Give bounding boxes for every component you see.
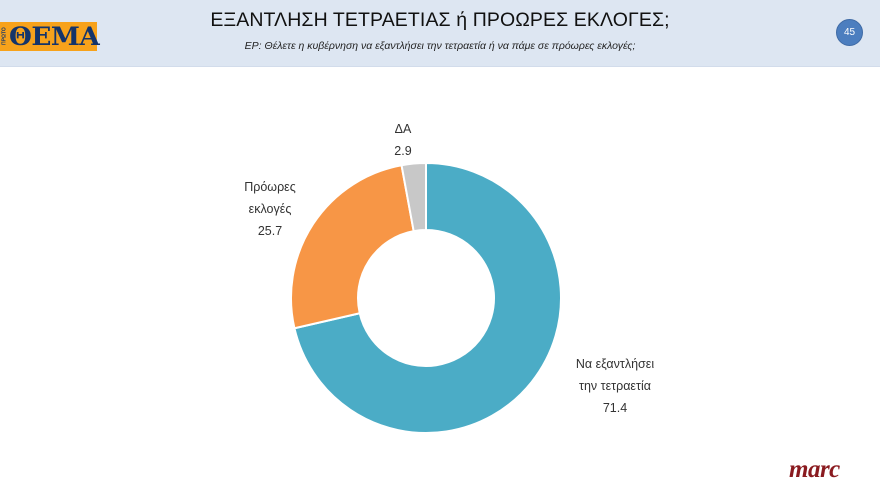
slice-dont-know xyxy=(400,161,427,233)
slide-title: ΕΞΑΝΤΛΗΣΗ ΤΕΤΡΑΕΤΙΑΣ ή ΠΡΟΩΡΕΣ ΕΚΛΟΓΕΣ; xyxy=(210,9,670,31)
page-number-badge: 45 xyxy=(836,19,863,46)
slice-exhaust-term xyxy=(293,161,562,434)
label-exhaust-term: Να εξαντλήσει την τετραετία 71.4 xyxy=(575,357,655,415)
donut-chart: Να εξαντλήσει την τετραετία 71.4 Πρόωρες… xyxy=(0,67,880,495)
slide-header: ΠΡΩΤΟ ΘΕΜΑ ΕΞΑΝΤΛΗΣΗ ΤΕΤΡΑΕΤΙΑΣ ή ΠΡΟΩΡΕ… xyxy=(0,0,880,67)
logo-text: ΘΕΜΑ xyxy=(9,22,100,51)
slice-early-elections xyxy=(290,164,415,330)
label-early-elections: Πρόωρες εκλογές 25.7 xyxy=(244,180,296,238)
slide-subtitle: ΕΡ: Θέλετε η κυβέρνηση να εξαντλήσει την… xyxy=(244,40,636,52)
donut-chart-svg xyxy=(290,161,562,434)
proto-thema-logo: ΠΡΩΤΟ ΘΕΜΑ xyxy=(0,22,100,51)
label-dont-know: ΔΑ 2.9 xyxy=(394,122,412,158)
marc-logo: marc xyxy=(789,456,840,483)
